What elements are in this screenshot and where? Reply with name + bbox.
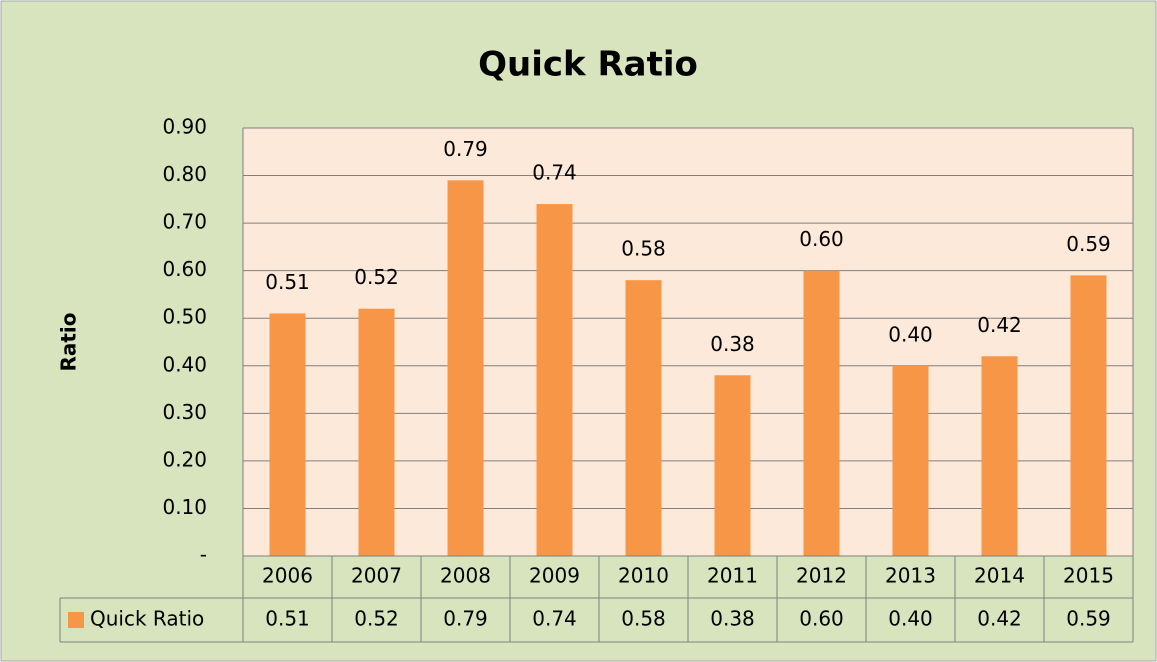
table-value: 0.79 [443, 607, 488, 631]
data-label: 0.58 [621, 237, 666, 261]
y-tick-label: 0.50 [162, 305, 207, 329]
table-value: 0.42 [977, 607, 1022, 631]
data-label: 0.74 [532, 161, 577, 185]
x-tick-label: 2013 [885, 564, 936, 588]
y-tick-label: 0.90 [162, 115, 207, 139]
bar [625, 280, 662, 556]
table-value: 0.58 [621, 607, 666, 631]
y-axis-label: Ratio [57, 312, 81, 371]
x-tick-label: 2007 [351, 564, 402, 588]
x-tick-label: 2010 [618, 564, 669, 588]
bar [981, 356, 1018, 556]
bar [1070, 275, 1107, 556]
x-tick-label: 2006 [262, 564, 313, 588]
y-tick-label: 0.10 [162, 495, 207, 519]
table-value: 0.74 [532, 607, 577, 631]
x-tick-label: 2015 [1063, 564, 1114, 588]
y-tick-label: 0.60 [162, 257, 207, 281]
data-label: 0.38 [710, 332, 755, 356]
legend-swatch [68, 612, 84, 628]
x-tick-label: 2012 [796, 564, 847, 588]
data-label: 0.42 [977, 313, 1022, 337]
table-value: 0.59 [1066, 607, 1111, 631]
table-value: 0.51 [265, 607, 310, 631]
bar [803, 270, 840, 556]
y-tick-label: 0.70 [162, 210, 207, 234]
bar [269, 313, 306, 556]
table-value: 0.40 [888, 607, 933, 631]
bar [536, 204, 573, 557]
table-value: 0.52 [354, 607, 399, 631]
x-tick-label: 2009 [529, 564, 580, 588]
chart-title: Quick Ratio [478, 45, 698, 85]
data-label: 0.59 [1066, 232, 1111, 256]
bar [447, 180, 484, 557]
y-tick-label: 0.30 [162, 400, 207, 424]
legend-label: Quick Ratio [90, 607, 204, 631]
x-tick-label: 2011 [707, 564, 758, 588]
data-label: 0.79 [443, 137, 488, 161]
data-label: 0.51 [265, 270, 310, 294]
bar [714, 375, 751, 556]
data-label: 0.52 [354, 265, 399, 289]
y-tick-label: - [200, 543, 207, 567]
y-tick-label: 0.80 [162, 162, 207, 186]
y-tick-label: 0.40 [162, 352, 207, 376]
bar [358, 308, 395, 556]
table-value: 0.38 [710, 607, 755, 631]
x-tick-label: 2008 [440, 564, 491, 588]
bar [892, 365, 929, 556]
x-tick-label: 2014 [974, 564, 1025, 588]
table-value: 0.60 [799, 607, 844, 631]
data-label: 0.60 [799, 227, 844, 251]
y-tick-label: 0.20 [162, 447, 207, 471]
data-label: 0.40 [888, 322, 933, 346]
